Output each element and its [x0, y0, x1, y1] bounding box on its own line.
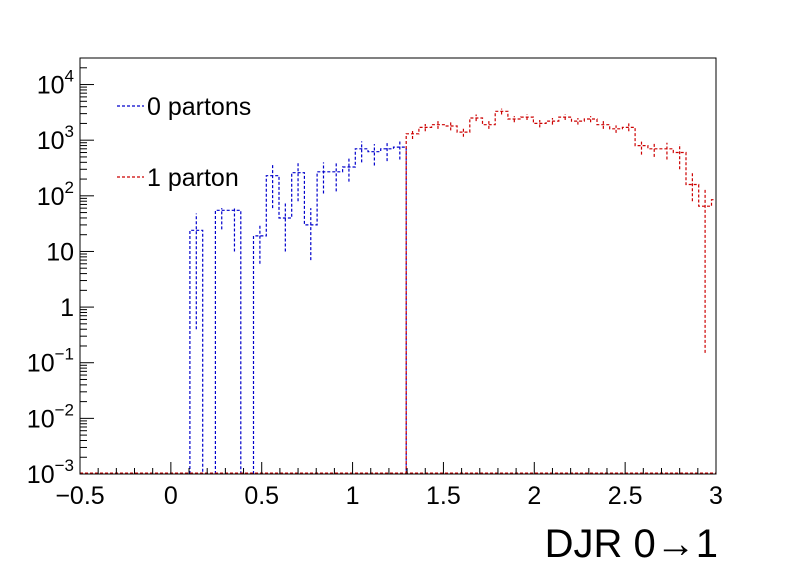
series-1-parton	[80, 108, 716, 474]
y-tick-label: 10−3	[27, 456, 74, 489]
x-tick-label: −0.5	[55, 482, 104, 510]
legend: 0 partons 1 parton	[117, 93, 251, 192]
series-layer	[80, 108, 716, 474]
y-tick-label: 10−1	[27, 345, 74, 378]
x-tick-label: 0	[164, 482, 178, 510]
legend-label: 1 parton	[147, 164, 239, 192]
y-tick-label: 1	[60, 294, 74, 322]
y-tick-label: 104	[37, 67, 74, 100]
y-tick-label: 10	[46, 238, 74, 266]
axes-layer: −0.5 0 0.5 1 1.5 2 2.5 3 10−3 10−2 10−1 1 10 102 103 10…	[27, 57, 723, 510]
y-tick-label: 102	[37, 178, 74, 211]
series-line	[189, 146, 407, 474]
plot-frame	[79, 57, 717, 475]
x-tick-label: 2	[527, 482, 541, 510]
x-tick-label: 0.5	[244, 482, 279, 510]
x-tick-label: 2.5	[608, 482, 643, 510]
y-tick-label: 10−2	[27, 400, 74, 433]
series-line	[405, 110, 716, 474]
x-axis-label: DJR 0→1	[545, 522, 718, 566]
legend-label: 0 partons	[147, 93, 251, 121]
x-tick-label: 1	[346, 482, 360, 510]
x-tick-label: 3	[709, 482, 723, 510]
x-tick-label: 1.5	[426, 482, 461, 510]
y-tick-label: 103	[37, 122, 74, 155]
